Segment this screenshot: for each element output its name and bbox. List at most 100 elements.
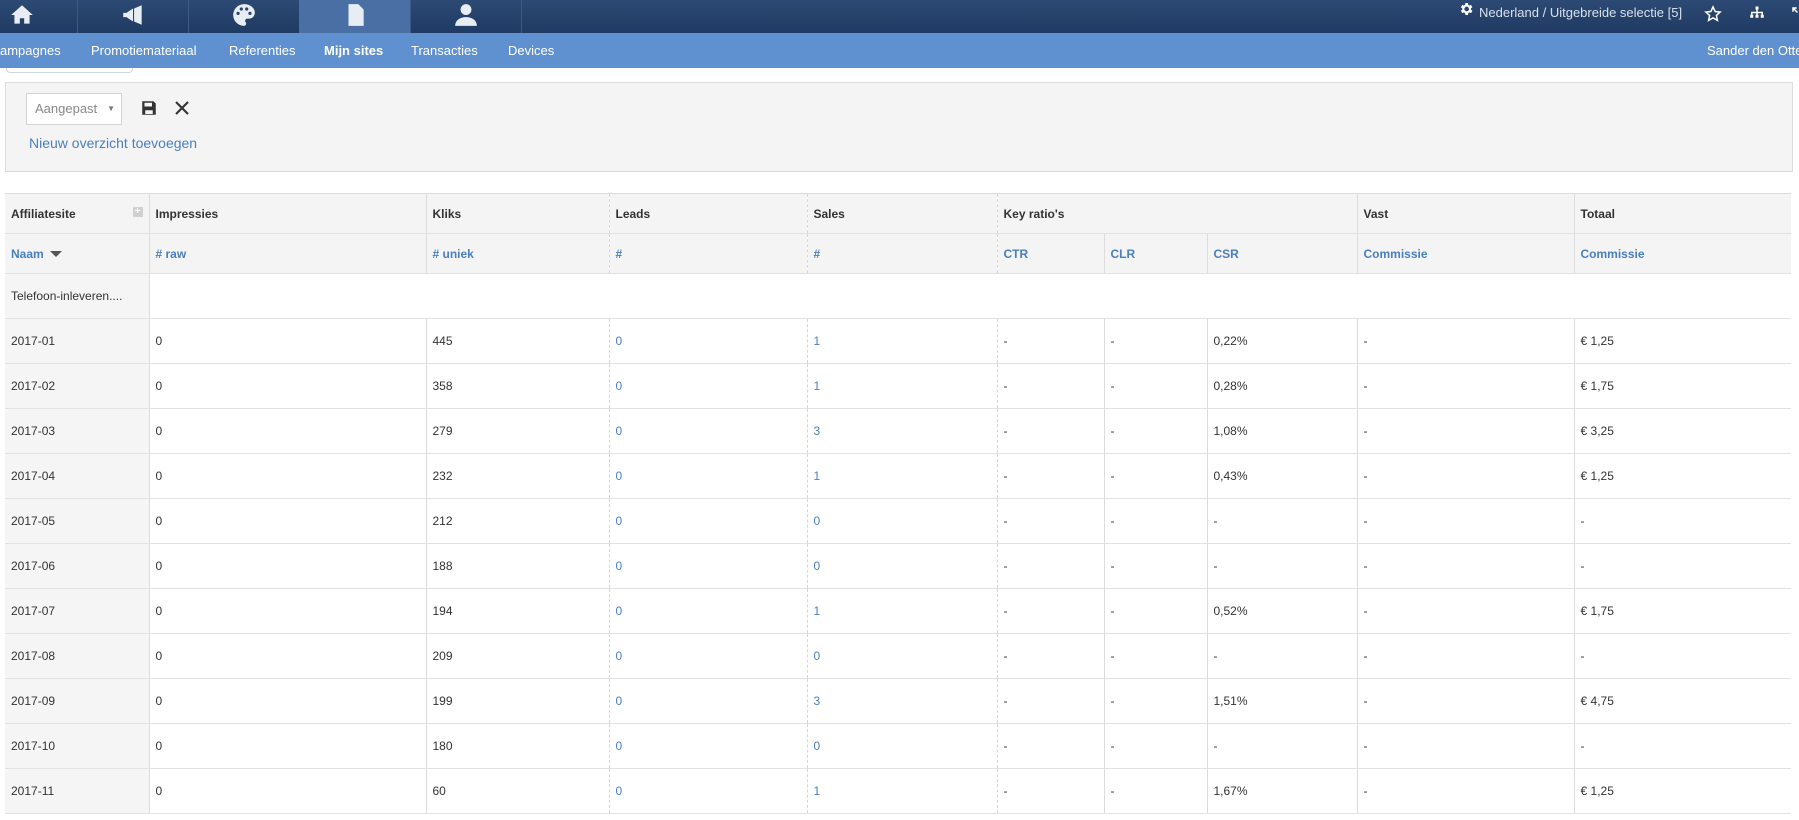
home-button[interactable] (0, 0, 78, 33)
raw-impressions-cell: 0 (149, 363, 426, 409)
leads-cell[interactable]: 0 (608, 633, 807, 679)
save-view-button[interactable] (140, 99, 158, 117)
col-csr[interactable]: CSR (1206, 233, 1358, 274)
period-cell: 2017-02 (5, 363, 150, 409)
promotion-button[interactable] (77, 0, 189, 33)
col-leads-count[interactable]: # (608, 233, 807, 274)
add-overview-link[interactable]: Nieuw overzicht toevoegen (29, 135, 198, 151)
ctr-cell: - (996, 408, 1104, 454)
sales-cell[interactable]: 1 (806, 453, 997, 499)
palette-icon (231, 2, 257, 31)
raw-impressions-cell: 0 (149, 633, 426, 679)
table-row: 2017-03 0 279 0 3- -1,08% - € 3,25 (5, 408, 1792, 454)
sort-by-name-header[interactable]: Naam (5, 233, 150, 274)
user-icon (453, 2, 479, 31)
period-cell: 2017-06 (5, 543, 150, 589)
total-commission-cell: € 1,25 (1573, 768, 1792, 814)
nav-item-transacties[interactable]: Transacties (411, 43, 478, 58)
sales-cell[interactable]: 0 (806, 633, 997, 679)
csr-cell: - (1206, 543, 1358, 589)
col-ctr[interactable]: CTR (996, 233, 1104, 274)
ctr-cell: - (996, 723, 1104, 769)
creative-button[interactable] (188, 0, 300, 33)
col-total-commission[interactable]: Commissie (1573, 233, 1792, 274)
unique-clicks-cell: 232 (425, 453, 609, 499)
col-unique-clicks[interactable]: # uniek (425, 233, 609, 274)
fixed-commission-cell: - (1356, 498, 1575, 544)
total-commission-cell: - (1573, 498, 1792, 544)
table-row: 2017-01 0 445 0 1- -0,22% - € 1,25 (5, 318, 1792, 364)
col-group-vast: Vast (1356, 193, 1575, 234)
fixed-commission-cell: - (1356, 318, 1575, 364)
leads-cell[interactable]: 0 (608, 408, 807, 454)
leads-cell[interactable]: 0 (608, 453, 807, 499)
user-name[interactable]: Sander den Otte (1707, 43, 1799, 58)
ctr-cell: - (996, 543, 1104, 589)
sales-cell[interactable]: 3 (806, 678, 997, 724)
table-sub-header-row: Naam # raw # uniek # # CTR CLR CSR Commi… (5, 233, 1792, 274)
col-raw-impressions[interactable]: # raw (149, 233, 426, 274)
discard-view-button[interactable] (173, 99, 191, 117)
plus-icon[interactable]: + (132, 206, 143, 217)
ctr-cell: - (996, 318, 1104, 364)
ctr-cell: - (996, 588, 1104, 634)
leads-cell[interactable]: 0 (608, 363, 807, 409)
nav-item-devices[interactable]: Devices (508, 43, 555, 58)
sales-cell[interactable]: 0 (806, 543, 997, 589)
account-button[interactable] (410, 0, 522, 33)
nav-item-referenties[interactable]: Referenties (229, 43, 296, 58)
leads-cell[interactable]: 0 (608, 318, 807, 364)
region-selector[interactable]: Nederland / Uitgebreide selectie [5] (1458, 0, 1682, 26)
clr-cell: - (1103, 588, 1207, 634)
statistics-table: Affiliatesite + Impressies Kliks Leads S… (5, 193, 1792, 814)
csr-cell: 0,28% (1206, 363, 1358, 409)
table-row: 2017-09 0 199 0 3- -1,51% - € 4,75 (5, 678, 1792, 724)
csr-cell: 1,51% (1206, 678, 1358, 724)
my-sites-button[interactable] (299, 0, 411, 33)
favorites-button[interactable] (1704, 5, 1722, 23)
leads-cell[interactable]: 0 (608, 588, 807, 634)
col-clr[interactable]: CLR (1103, 233, 1207, 274)
sitemap-button[interactable] (1748, 5, 1766, 23)
col-sales-count[interactable]: # (806, 233, 997, 274)
col-fixed-commission[interactable]: Commissie (1356, 233, 1575, 274)
sales-cell[interactable]: 1 (806, 318, 997, 364)
sitemap-icon (1748, 6, 1766, 26)
nav-item-mijn-sites[interactable]: Mijn sites (324, 43, 384, 58)
fixed-commission-cell: - (1356, 363, 1575, 409)
leads-cell[interactable]: 0 (608, 768, 807, 814)
sales-cell[interactable]: 3 (806, 408, 997, 454)
name-header-label: Naam (11, 246, 44, 261)
raw-impressions-cell: 0 (149, 543, 426, 589)
leads-cell[interactable]: 0 (608, 723, 807, 769)
period-cell: 2017-05 (5, 498, 150, 544)
sales-cell[interactable]: 0 (806, 723, 997, 769)
site-name-cell[interactable]: Telefoon-inleveren.... (5, 273, 150, 319)
leads-cell[interactable]: 0 (608, 543, 807, 589)
clr-cell: - (1103, 363, 1207, 409)
sales-cell[interactable]: 1 (806, 363, 997, 409)
unique-clicks-cell: 212 (425, 498, 609, 544)
total-commission-cell: € 1,25 (1573, 318, 1792, 364)
view-select[interactable]: Aangepast ▼ (26, 93, 122, 125)
expand-button[interactable] (1790, 5, 1799, 23)
chevron-down-icon: ▼ (107, 104, 115, 113)
period-cell: 2017-04 (5, 453, 150, 499)
sales-cell[interactable]: 1 (806, 588, 997, 634)
csr-cell: 0,22% (1206, 318, 1358, 364)
sales-cell[interactable]: 1 (806, 768, 997, 814)
leads-cell[interactable]: 0 (608, 678, 807, 724)
fixed-commission-cell: - (1356, 768, 1575, 814)
table-row: 2017-06 0 188 0 0- - - - - (5, 543, 1792, 589)
raw-impressions-cell: 0 (149, 678, 426, 724)
table-group-header-row: Affiliatesite + Impressies Kliks Leads S… (5, 193, 1792, 234)
nav-item-campagnes[interactable]: ampagnes (0, 43, 61, 58)
fixed-commission-cell: - (1356, 678, 1575, 724)
leads-cell[interactable]: 0 (608, 498, 807, 544)
unique-clicks-cell: 445 (425, 318, 609, 364)
home-icon (9, 2, 35, 31)
expand-icon (1790, 7, 1799, 26)
total-commission-cell: € 4,75 (1573, 678, 1792, 724)
nav-item-promotiemateriaal[interactable]: Promotiemateriaal (91, 43, 197, 58)
sales-cell[interactable]: 0 (806, 498, 997, 544)
